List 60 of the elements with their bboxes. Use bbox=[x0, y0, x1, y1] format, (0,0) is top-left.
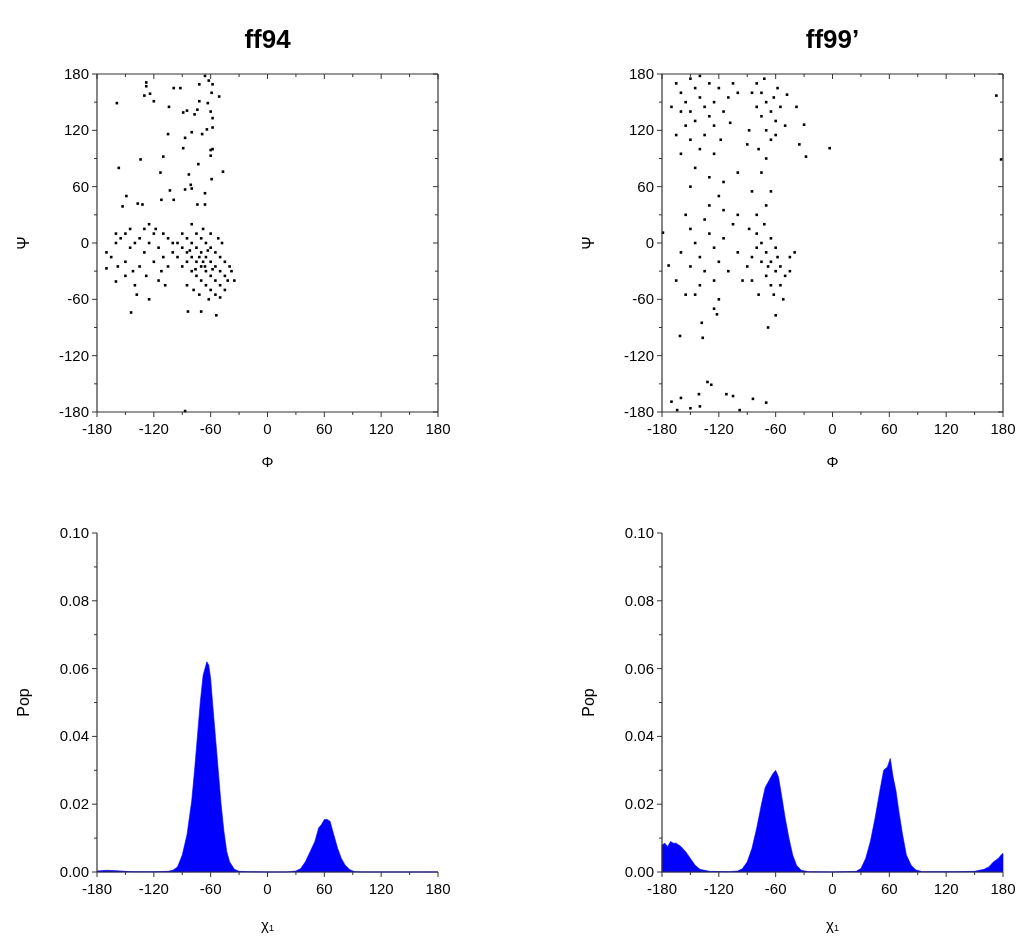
chart-title: ff94 bbox=[244, 24, 292, 54]
y-tick-label: 180 bbox=[63, 65, 89, 82]
y-tick-label: 0 bbox=[645, 234, 654, 251]
y-tick-label: 0.04 bbox=[59, 727, 89, 745]
x-tick-label: -60 bbox=[199, 880, 222, 897]
y-tick-label: -120 bbox=[623, 346, 654, 364]
y-tick-label: -60 bbox=[67, 290, 89, 308]
x-tick-label: 0 bbox=[263, 420, 272, 437]
x-tick-label: 120 bbox=[368, 420, 394, 437]
chart-title: ff99’ bbox=[805, 24, 860, 54]
y-tick-label: -180 bbox=[623, 403, 654, 420]
x-tick-label: 60 bbox=[315, 880, 333, 897]
y-tick-label: 0.02 bbox=[59, 795, 89, 813]
x-tick-label: -120 bbox=[138, 420, 169, 437]
x-tick-label: -60 bbox=[764, 420, 787, 437]
y-tick-label: 60 bbox=[72, 177, 89, 195]
x-tick-label: 120 bbox=[933, 880, 959, 897]
y-tick-label: 0.00 bbox=[59, 863, 89, 880]
y-axis-title: Ψ bbox=[15, 236, 32, 250]
x-axis-title: Φ bbox=[261, 453, 274, 470]
y-tick-label: 0.08 bbox=[624, 591, 654, 609]
x-tick-label: 60 bbox=[315, 420, 333, 437]
x-tick-label: -120 bbox=[703, 420, 734, 437]
y-tick-label: 180 bbox=[628, 65, 654, 82]
y-tick-label: 0.06 bbox=[59, 659, 89, 677]
y-tick-label: 60 bbox=[637, 177, 654, 195]
x-tick-label: 120 bbox=[933, 420, 959, 437]
y-axis-title: Pop bbox=[15, 688, 32, 717]
x-tick-label: -120 bbox=[703, 880, 734, 897]
y-axis-title: Ψ bbox=[580, 236, 597, 250]
x-axis-title: χ₁ bbox=[261, 916, 274, 933]
y-tick-label: 120 bbox=[628, 121, 654, 139]
x-tick-label: 180 bbox=[425, 420, 451, 437]
y-tick-label: 0.08 bbox=[59, 591, 89, 609]
y-tick-label: -60 bbox=[632, 290, 654, 308]
y-axis-title: Pop bbox=[580, 688, 597, 717]
x-tick-label: -60 bbox=[764, 880, 787, 897]
y-tick-label: -180 bbox=[58, 403, 89, 420]
y-tick-label: 0.10 bbox=[624, 524, 654, 541]
x-tick-label: 60 bbox=[880, 420, 898, 437]
y-tick-label: 0.10 bbox=[59, 524, 89, 541]
x-axis-title: χ₁ bbox=[826, 916, 839, 933]
y-tick-label: 0.02 bbox=[624, 795, 654, 813]
x-tick-label: 180 bbox=[990, 420, 1016, 437]
y-tick-label: -120 bbox=[58, 346, 89, 364]
x-axis-title: Φ bbox=[826, 453, 839, 470]
x-tick-label: 120 bbox=[368, 880, 394, 897]
x-tick-label: 0 bbox=[828, 880, 837, 897]
x-tick-label: 180 bbox=[990, 880, 1016, 897]
x-tick-label: 180 bbox=[425, 880, 451, 897]
y-tick-label: 0.00 bbox=[624, 863, 654, 880]
x-tick-label: -60 bbox=[199, 420, 222, 437]
y-tick-label: 0 bbox=[80, 234, 89, 251]
x-tick-label: 0 bbox=[828, 420, 837, 437]
x-tick-label: 0 bbox=[263, 880, 272, 897]
y-tick-label: 0.06 bbox=[624, 659, 654, 677]
x-tick-label: -120 bbox=[138, 880, 169, 897]
x-tick-label: 60 bbox=[880, 880, 898, 897]
y-tick-label: 0.04 bbox=[624, 727, 654, 745]
y-tick-label: 120 bbox=[63, 121, 89, 139]
